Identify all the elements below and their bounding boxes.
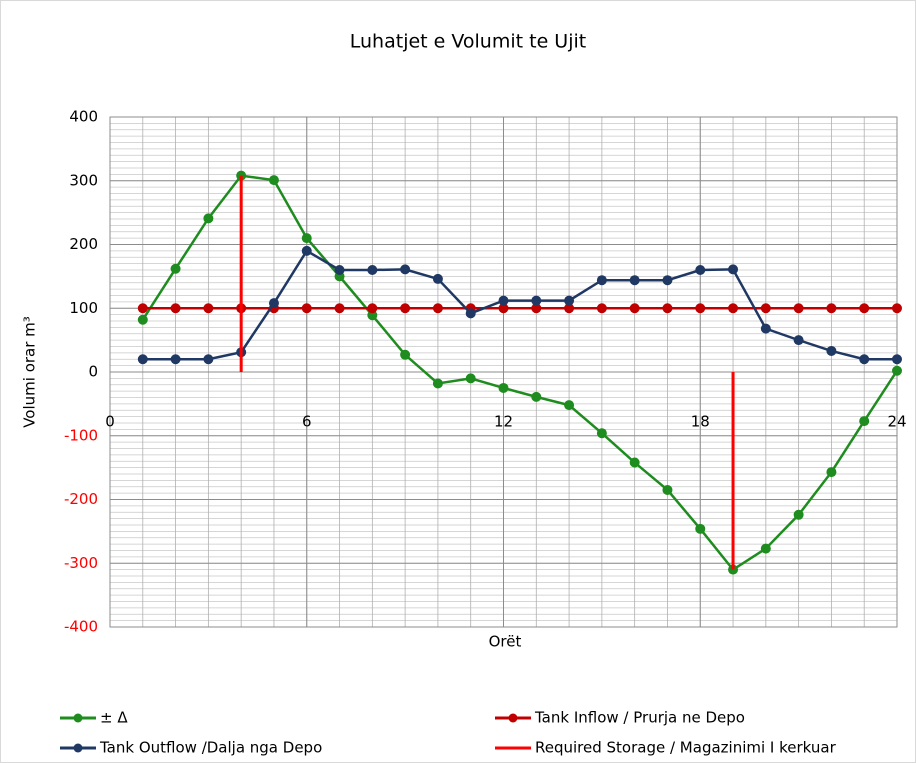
data-point — [662, 275, 673, 286]
data-point — [629, 303, 640, 314]
y-tick-label: -300 — [64, 554, 98, 572]
data-point — [859, 416, 870, 427]
data-point — [892, 365, 902, 376]
legend-marker — [73, 743, 83, 753]
x-tick-label: 0 — [105, 413, 115, 431]
data-point — [203, 213, 214, 224]
data-point — [695, 523, 706, 534]
data-point — [892, 303, 902, 314]
data-point — [367, 310, 378, 321]
data-point — [367, 303, 378, 314]
legend-label: Tank Outflow /Dalja nga Depo — [99, 739, 322, 757]
data-point — [564, 303, 575, 314]
data-point — [334, 265, 345, 275]
y-axis-label: Volumi orar m³ — [21, 316, 39, 428]
x-tick-label: 18 — [691, 413, 710, 431]
data-point — [760, 323, 771, 334]
data-point — [367, 265, 378, 275]
legend-marker — [508, 713, 518, 723]
data-point — [400, 349, 411, 360]
data-point — [203, 354, 214, 365]
x-axis-label: Orët — [489, 633, 522, 651]
y-tick-label: 400 — [69, 108, 98, 126]
data-point — [629, 457, 640, 468]
data-point — [760, 543, 771, 554]
series-line — [141, 174, 899, 572]
x-tick-label: 12 — [494, 413, 513, 431]
y-tick-label: -100 — [64, 426, 98, 444]
data-point — [498, 382, 509, 393]
data-point — [596, 275, 607, 286]
data-point — [465, 373, 476, 384]
series-line — [142, 249, 897, 361]
data-point — [170, 263, 181, 274]
data-point — [334, 303, 345, 314]
data-point — [170, 303, 181, 314]
data-point — [531, 391, 542, 402]
data-point — [498, 303, 509, 314]
data-point — [892, 354, 902, 365]
data-point — [432, 273, 443, 284]
data-point — [170, 354, 181, 365]
y-tick-label: 300 — [69, 171, 98, 189]
data-point — [793, 335, 804, 346]
data-point — [859, 354, 870, 365]
data-point — [498, 295, 509, 306]
data-point — [793, 303, 804, 314]
x-tick-label: 6 — [302, 413, 312, 431]
y-tick-label: -400 — [64, 618, 98, 636]
data-point — [793, 509, 804, 520]
data-point — [137, 354, 148, 365]
legend-marker — [73, 713, 83, 723]
data-point — [301, 303, 312, 314]
x-tick-label: 24 — [887, 413, 906, 431]
data-point — [760, 303, 771, 314]
legend-label: Required Storage / Magazinimi I kerkuar — [535, 739, 837, 757]
y-tick-label: 100 — [69, 299, 98, 317]
data-point — [564, 400, 575, 411]
data-point — [728, 264, 739, 275]
data-point — [695, 303, 706, 314]
data-point — [400, 264, 411, 275]
data-point — [432, 303, 443, 314]
data-point — [268, 175, 279, 186]
data-point — [432, 378, 443, 389]
data-point — [203, 303, 214, 314]
data-point — [531, 303, 542, 314]
data-point — [301, 245, 312, 256]
data-point — [728, 303, 739, 314]
data-point — [826, 467, 837, 478]
data-point — [826, 303, 837, 314]
y-tick-label: 200 — [69, 235, 98, 253]
y-tick-label: -200 — [64, 490, 98, 508]
data-point — [662, 484, 673, 495]
chart-title: Luhatjet e Volumit te Ujit — [350, 31, 586, 53]
data-point — [137, 303, 148, 314]
data-point — [596, 428, 607, 439]
data-point — [400, 303, 411, 314]
data-point — [564, 295, 575, 306]
data-point — [826, 345, 837, 356]
legend-label: Tank Inflow / Prurja ne Depo — [534, 709, 745, 727]
data-point — [859, 303, 870, 314]
data-point — [662, 303, 673, 314]
legend-label: ± Δ — [100, 709, 128, 727]
data-point — [596, 303, 607, 314]
data-point — [137, 314, 148, 325]
data-point — [268, 298, 279, 309]
y-tick-label: 0 — [88, 363, 98, 381]
data-point — [301, 233, 312, 244]
data-point — [695, 265, 706, 275]
data-point — [531, 295, 542, 306]
data-point — [465, 308, 476, 319]
data-point — [629, 275, 640, 286]
